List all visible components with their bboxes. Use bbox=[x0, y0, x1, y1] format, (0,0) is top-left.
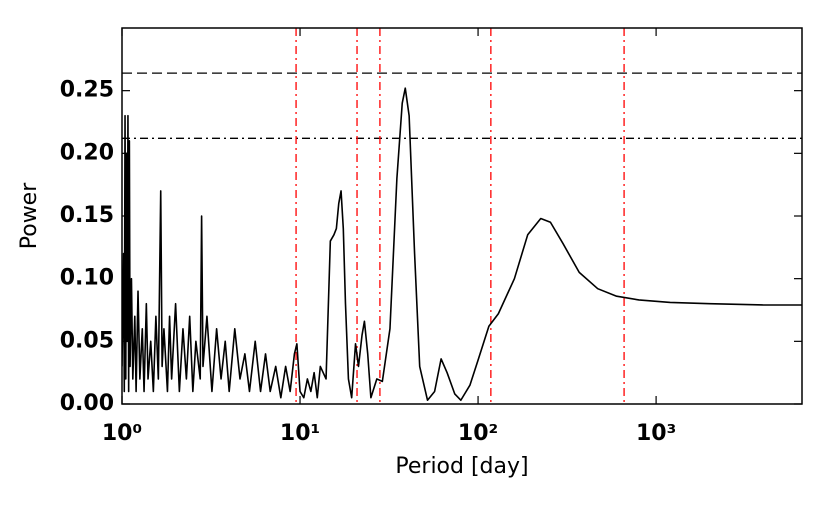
plot-frame bbox=[121, 27, 803, 405]
x-tick-label: 10² bbox=[458, 421, 498, 446]
x-tick-label: 10¹ bbox=[280, 421, 320, 446]
y-tick-label: 0.00 bbox=[60, 391, 114, 416]
x-tick-label: 10⁰ bbox=[102, 421, 142, 446]
x-tick-label: 10³ bbox=[636, 421, 676, 446]
y-tick-label: 0.10 bbox=[60, 266, 114, 291]
y-tick-label: 0.05 bbox=[60, 328, 114, 353]
y-axis-label: Power bbox=[17, 182, 42, 249]
x-axis-label: Period [day] bbox=[395, 454, 528, 479]
y-tick-label: 0.15 bbox=[60, 203, 114, 228]
periodogram-line bbox=[122, 87, 802, 402]
y-tick-label: 0.25 bbox=[60, 78, 114, 103]
y-tick-label: 0.20 bbox=[60, 140, 114, 165]
